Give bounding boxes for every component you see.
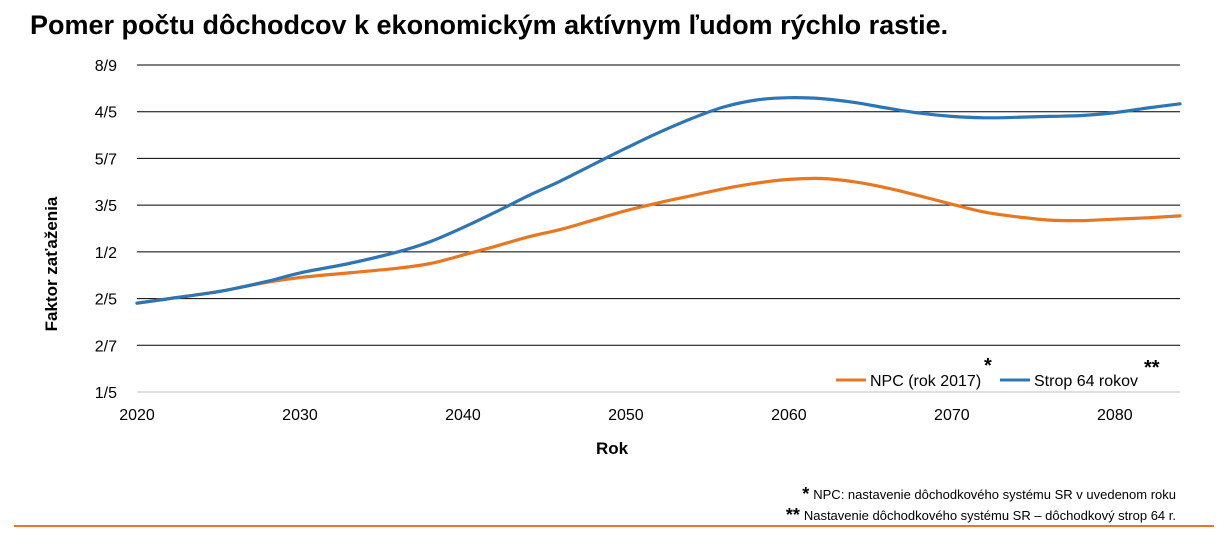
gridlines	[137, 64, 1180, 393]
y-axis-ticks: 1/5 2/7 2/5 1/2 3/5 5/7 4/5 8/9	[95, 58, 117, 402]
x-tick-label: 2020	[119, 407, 155, 424]
y-tick-label: 3/5	[95, 198, 117, 215]
footnote-mark: *	[802, 484, 810, 504]
series-lines	[135, 96, 1182, 305]
footnote-text: Nastavenie dôchodkového systému SR – dôc…	[803, 508, 1176, 523]
series-line-npc	[135, 176, 1182, 305]
footnote: ** Nastavenie dôchodkového systému SR – d…	[786, 505, 1176, 526]
y-tick-label: 5/7	[95, 151, 117, 168]
x-tick-label: 2060	[771, 407, 807, 424]
y-tick-label: 1/2	[95, 245, 117, 262]
x-tick-label: 2030	[282, 407, 318, 424]
x-tick-label: 2070	[934, 407, 970, 424]
line-chart: 1/5 2/7 2/5 1/2 3/5 5/7 4/5 8/9 2020 2030 2040 205…	[42, 58, 1182, 458]
legend-label-npc: NPC (rok 2017)	[870, 373, 981, 390]
footnotes: * NPC: nastavenie dôchodkového systému SR…	[786, 484, 1176, 526]
y-tick-label: 2/7	[95, 338, 117, 355]
y-tick-label: 2/5	[95, 292, 117, 309]
x-tick-label: 2050	[608, 407, 644, 424]
footnote-text: NPC: nastavenie dôchodkového systému SR …	[813, 487, 1176, 502]
legend: NPC (rok 2017) * Strop 64 rokov **	[836, 355, 1160, 390]
legend-label-strop: Strop 64 rokov	[1034, 373, 1138, 390]
y-tick-label: 4/5	[95, 105, 117, 122]
y-tick-label: 8/9	[95, 58, 117, 75]
x-tick-label: 2080	[1097, 407, 1133, 424]
legend-marker-strop: **	[1144, 357, 1160, 379]
x-axis-title: Rok	[596, 439, 629, 458]
bottom-divider	[14, 525, 1214, 527]
chart-title: Pomer počtu dôchodcov k ekonomickým aktí…	[30, 10, 949, 40]
footnote: * NPC: nastavenie dôchodkového systému SR…	[786, 484, 1176, 505]
x-tick-label: 2040	[445, 407, 481, 424]
y-tick-label: 1/5	[95, 385, 117, 402]
series-line-strop	[135, 96, 1182, 305]
x-axis-ticks: 2020 2030 2040 2050 2060 2070 2080	[119, 407, 1133, 424]
legend-marker-npc: *	[984, 355, 992, 377]
y-axis-title: Faktor zaťaženia	[42, 196, 61, 331]
footnote-mark: **	[785, 505, 800, 525]
